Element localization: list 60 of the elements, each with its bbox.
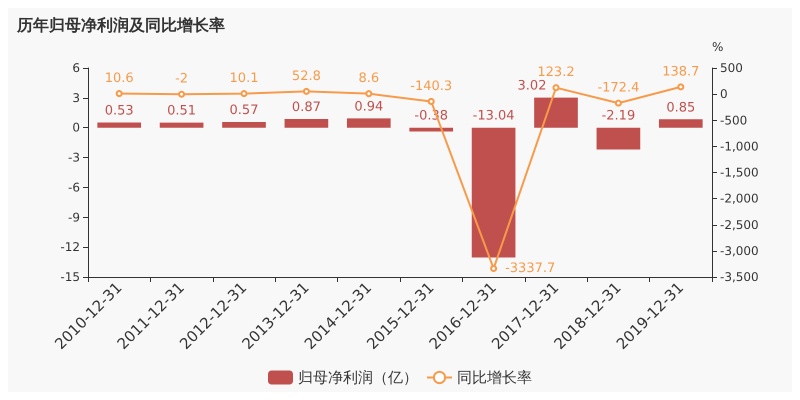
- data-label: 138.7: [662, 64, 700, 80]
- bar: [97, 122, 142, 128]
- y2-tick-label: -1,000: [720, 139, 759, 154]
- data-label: 0.94: [354, 99, 384, 114]
- point: [240, 90, 248, 98]
- bar: [409, 128, 454, 132]
- legend-label: 归母净利润（亿）: [298, 368, 418, 386]
- data-label: 0.87: [292, 100, 321, 116]
- y2-tick-label: -3,500: [720, 270, 759, 284]
- y-tick-label: -15: [60, 270, 80, 284]
- data-label: -172.4: [597, 80, 640, 96]
- bar: [160, 122, 204, 128]
- data-label: 123.2: [537, 65, 575, 80]
- point: [116, 90, 123, 98]
- data-label: 3.02: [518, 78, 546, 94]
- y2-axis-title: %: [712, 40, 724, 54]
- y-tick-label: -3: [68, 150, 80, 165]
- y2-tick-label: -3,000: [720, 244, 759, 258]
- data-label: 0.51: [167, 104, 196, 119]
- data-label: -3337.7: [505, 261, 556, 276]
- y2-tick-label: -500: [720, 113, 748, 128]
- point: [552, 84, 560, 92]
- bar: [596, 128, 640, 150]
- data-label: -2: [175, 72, 188, 87]
- y2-tick-label: -1,500: [720, 166, 759, 180]
- data-label: 8.6: [358, 71, 380, 86]
- data-label: 52.8: [292, 68, 321, 84]
- data-label: 0.53: [104, 103, 134, 118]
- y2-tick-label: -2,000: [720, 192, 759, 206]
- data-label: -2.19: [602, 108, 636, 124]
- y-tick-label: 6: [72, 61, 80, 75]
- point: [428, 98, 435, 105]
- y2-tick-label: 0: [720, 87, 728, 102]
- data-label: 10.6: [104, 71, 134, 86]
- data-label: 10.1: [230, 71, 258, 86]
- y-tick-label: 3: [72, 90, 80, 105]
- data-label: -13.04: [472, 108, 515, 124]
- y-tick-label: 0: [72, 120, 80, 135]
- data-label: 0.57: [230, 103, 258, 118]
- point: [302, 88, 310, 95]
- point: [178, 90, 186, 98]
- bar: [472, 128, 516, 258]
- bar: [222, 122, 266, 128]
- y-tick-label: -6: [68, 180, 80, 194]
- y2-tick-label: 500: [720, 61, 743, 75]
- point: [365, 90, 372, 98]
- point: [614, 100, 622, 107]
- y2-tick-label: -2,500: [720, 218, 759, 232]
- chart-title: 历年归母净利润及同比增长率: [16, 16, 225, 34]
- y-tick-label: -9: [68, 210, 80, 224]
- bar: [658, 119, 703, 128]
- data-label: 0.85: [666, 100, 696, 116]
- bar: [534, 98, 578, 128]
- data-label: -140.3: [410, 78, 452, 94]
- bar: [346, 118, 391, 128]
- point: [490, 265, 498, 272]
- y-tick-label: -12: [60, 240, 80, 254]
- point: [677, 83, 684, 90]
- legend-label: 同比增长率: [457, 368, 532, 386]
- bar: [284, 119, 328, 128]
